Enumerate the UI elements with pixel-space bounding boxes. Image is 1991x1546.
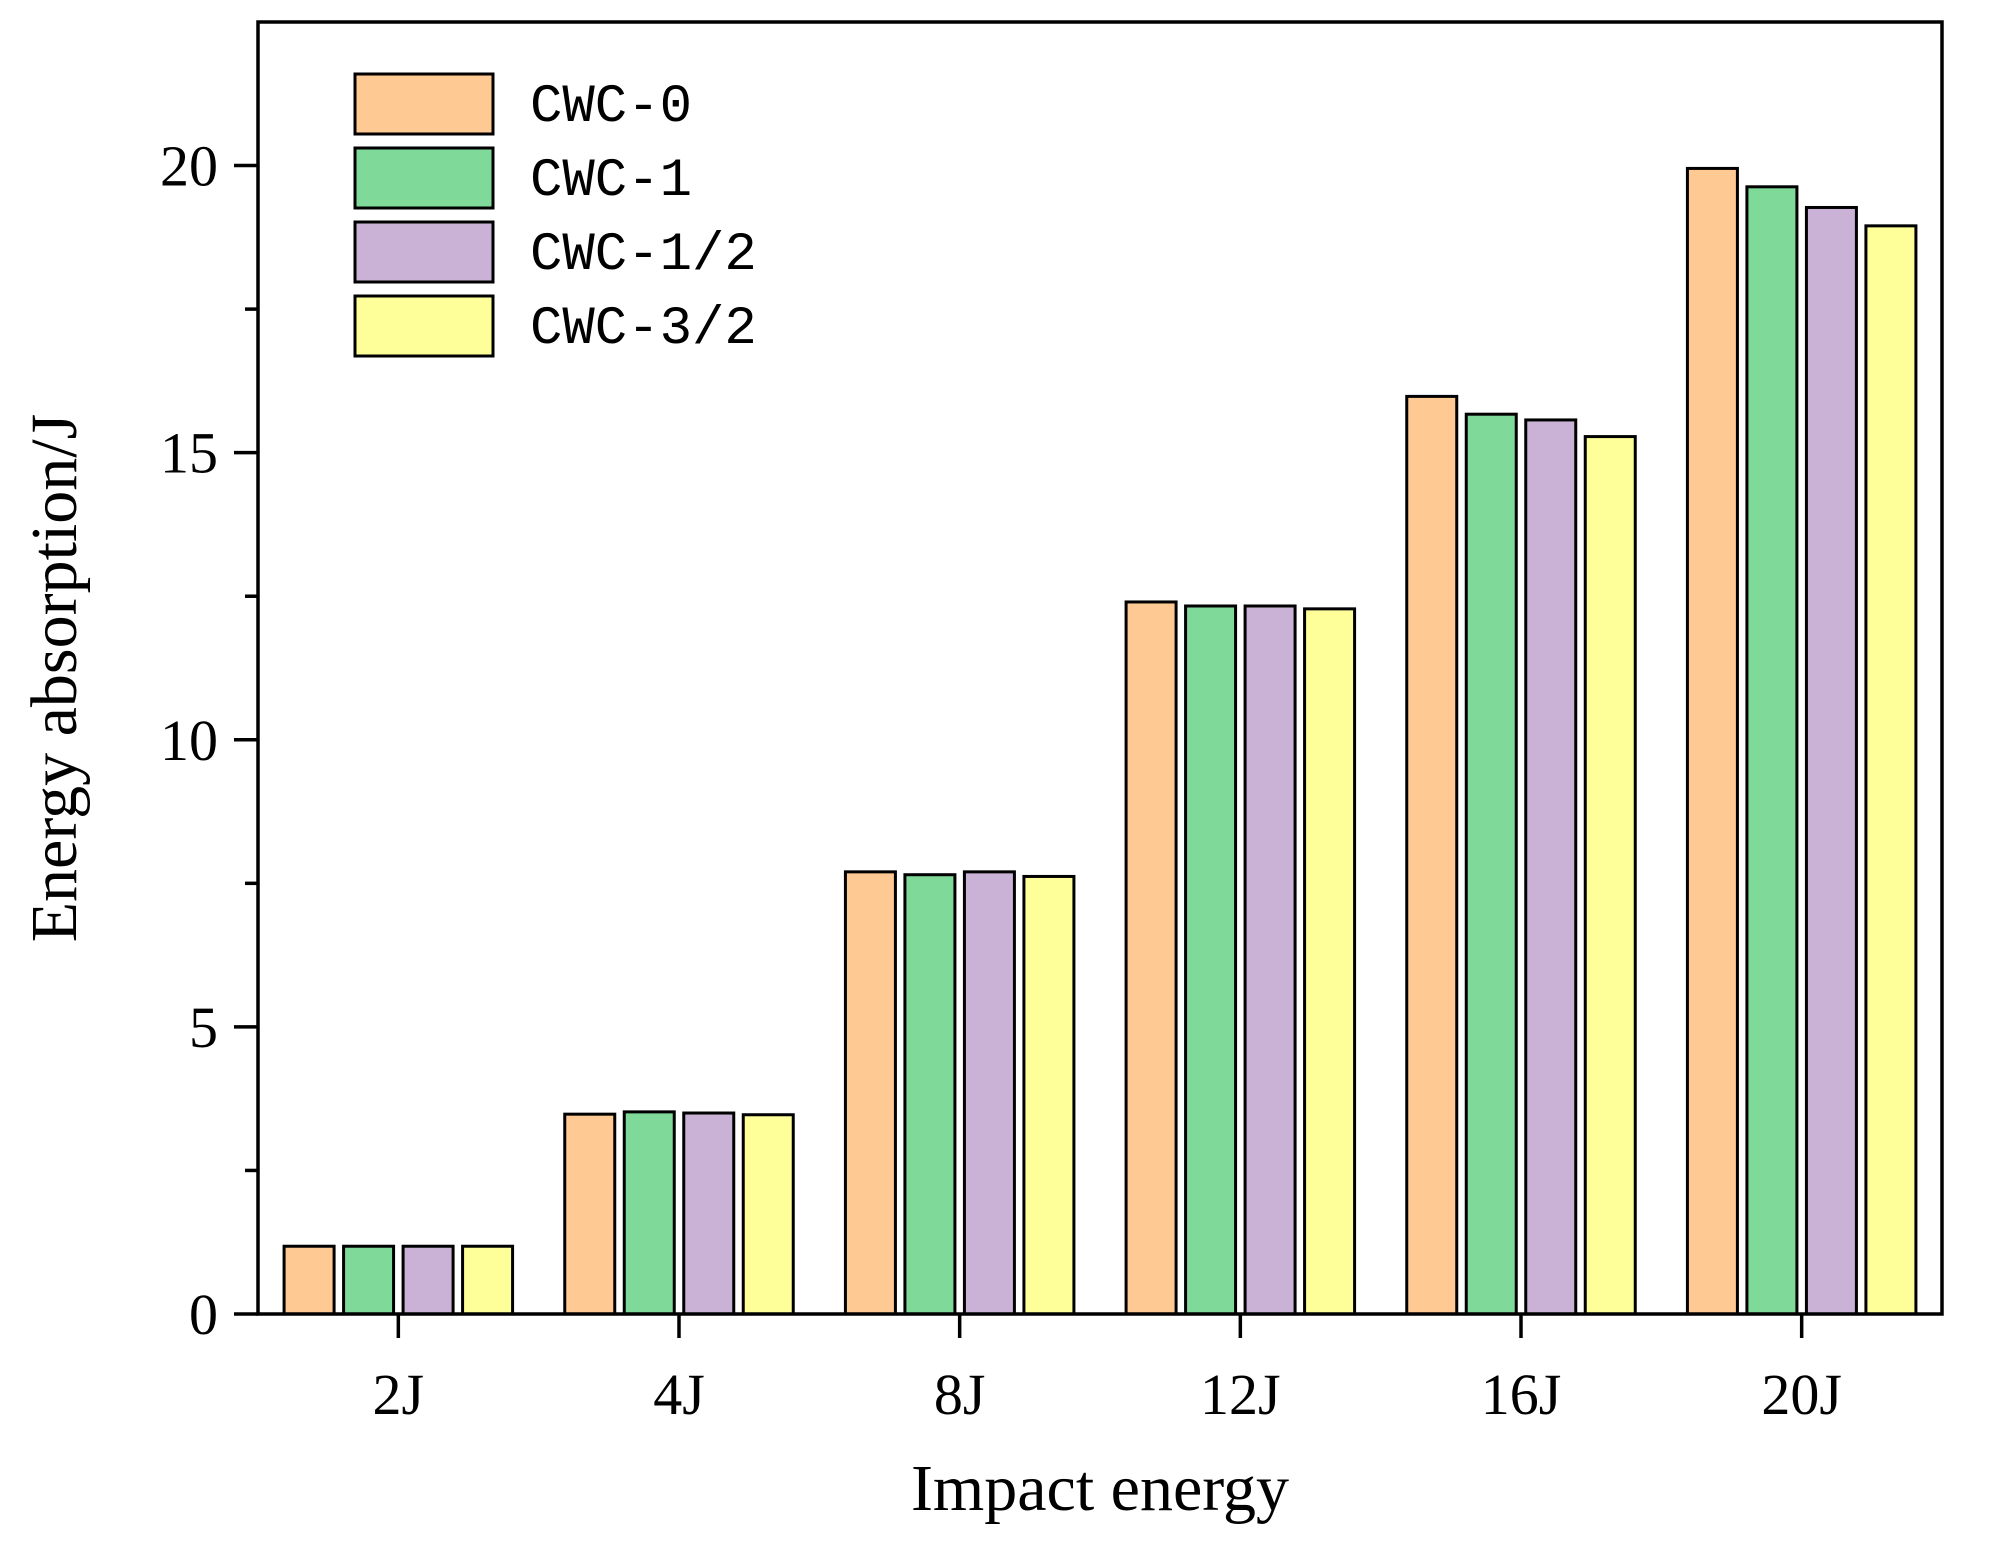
bar-cwc-1-4j	[622, 1110, 676, 1316]
y-tick-label-15: 15	[160, 421, 218, 486]
bar-cwc-3-2-8j	[1022, 874, 1076, 1316]
legend-swatch-cwc-1-2	[353, 220, 495, 284]
bar-cwc-3-2-16j	[1583, 435, 1637, 1316]
axes-group: 0 5 10 15 20 2J 4J 8J 12J 16J 20J	[160, 20, 1944, 1427]
bar-cwc-1-2-16j	[1524, 418, 1578, 1316]
legend-label-cwc-1: CWC-1	[530, 151, 692, 212]
bar-cwc-1-16j	[1464, 412, 1518, 1316]
y-tick-label-20: 20	[160, 134, 218, 199]
bar-cwc-1-2-20j	[1804, 205, 1858, 1316]
legend-swatch-cwc-0	[353, 72, 495, 136]
bar-cwc-0-2j	[282, 1244, 336, 1316]
x-tick-label-4j: 4J	[653, 1362, 705, 1427]
bar-cwc-1-2-2j	[401, 1244, 455, 1316]
y-axis-title: Energy absorption/J	[18, 414, 91, 943]
bar-cwc-0-8j	[843, 870, 897, 1316]
plot-frame	[256, 20, 1944, 1316]
legend-swatch-cwc-1	[353, 146, 495, 210]
bar-cwc-0-12j	[1124, 600, 1178, 1316]
x-tick-label-12j: 12J	[1200, 1362, 1281, 1427]
legend-swatch-cwc-3-2	[353, 294, 495, 358]
y-tick-label-5: 5	[189, 995, 218, 1060]
legend: CWC-0 CWC-1 CWC-1/2 CWC-3/2	[353, 72, 757, 360]
y-tick-label-10: 10	[160, 708, 218, 773]
bar-cwc-1-2-8j	[962, 870, 1016, 1316]
bar-cwc-1-8j	[903, 873, 957, 1316]
bar-cwc-3-2-4j	[741, 1113, 795, 1316]
legend-label-cwc-3-2: CWC-3/2	[530, 299, 757, 360]
bar-cwc-1-2-4j	[682, 1111, 736, 1316]
bar-cwc-1-2-12j	[1243, 604, 1297, 1316]
x-tick-label-16j: 16J	[1481, 1362, 1562, 1427]
bars-group	[282, 166, 1918, 1316]
bar-cwc-1-20j	[1745, 185, 1799, 1316]
bar-cwc-3-2-2j	[461, 1244, 515, 1316]
x-axis-title: Impact energy	[911, 1452, 1289, 1525]
bar-cwc-0-16j	[1405, 394, 1459, 1316]
bar-cwc-0-4j	[563, 1112, 617, 1316]
y-tick-label-0: 0	[189, 1282, 218, 1347]
legend-label-cwc-0: CWC-0	[530, 77, 692, 138]
bar-cwc-3-2-20j	[1864, 224, 1918, 1316]
x-tick-label-8j: 8J	[934, 1362, 986, 1427]
bar-cwc-3-2-12j	[1303, 607, 1357, 1316]
bar-cwc-1-12j	[1184, 604, 1238, 1316]
legend-label-cwc-1-2: CWC-1/2	[530, 225, 757, 286]
x-tick-label-2j: 2J	[373, 1362, 425, 1427]
bar-cwc-1-2j	[342, 1244, 396, 1316]
x-tick-label-20j: 20J	[1761, 1362, 1842, 1427]
bar-cwc-0-20j	[1685, 166, 1739, 1316]
